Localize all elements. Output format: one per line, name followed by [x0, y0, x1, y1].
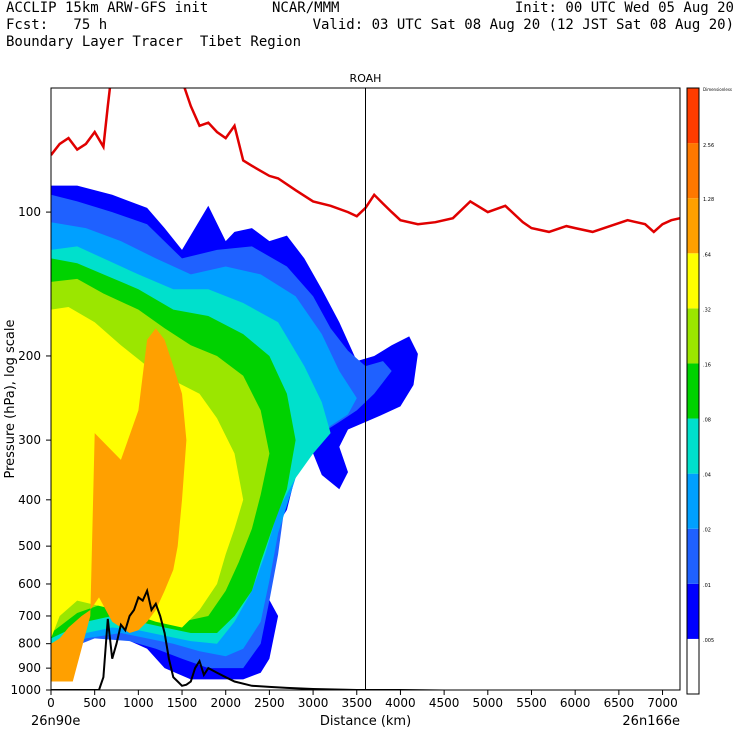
x-tick-label: 3000 — [298, 696, 329, 710]
colorbar-swatch — [687, 88, 699, 144]
colorbar-label: 1.28 — [703, 197, 714, 203]
colorbar-label: .64 — [703, 252, 711, 258]
header-left-line1: ACCLIP 15km ARW-GFS init — [6, 0, 209, 16]
colorbar-swatch — [687, 253, 699, 309]
y-tick-label: 1000 — [10, 683, 41, 697]
colorbar-swatch — [687, 473, 699, 529]
colorbar-swatch — [687, 363, 699, 419]
x-tick-label: 1500 — [167, 696, 198, 710]
colorbar-label: .32 — [703, 307, 711, 313]
y-tick-label: 100 — [18, 205, 41, 219]
colorbar-label: .02 — [703, 528, 711, 534]
colorbar-swatch — [687, 583, 699, 639]
x-tick-label: 3500 — [341, 696, 372, 710]
terrain-line — [51, 587, 488, 690]
header-left-line2: Fcst: 75 h — [6, 17, 108, 33]
x-tick-label: 1000 — [123, 696, 154, 710]
colorbar-label: .005 — [703, 638, 714, 644]
x-tick-label: 6000 — [560, 696, 591, 710]
chart-title: ROAH — [350, 72, 382, 85]
y-tick-label: 600 — [18, 577, 41, 591]
x-tick-label: 2500 — [254, 696, 285, 710]
tracer-field — [51, 185, 418, 682]
y-tick-label: 200 — [18, 349, 41, 363]
colorbar — [686, 87, 700, 695]
colorbar-frame — [686, 87, 700, 695]
plot-frame — [50, 87, 681, 691]
colorbar-swatch — [687, 528, 699, 584]
y-tick-label: 400 — [18, 493, 41, 507]
x-endpoint-left: 26n90e — [31, 714, 80, 729]
x-tick-label: 500 — [83, 696, 106, 710]
y-tick-label: 300 — [18, 433, 41, 447]
y-tick-label: 500 — [18, 539, 41, 553]
colorbar-swatch — [687, 143, 699, 199]
x-tick-label: 0 — [47, 696, 55, 710]
y-axis-label: Pressure (hPa), log scale — [3, 320, 18, 479]
colorbar-label: .16 — [703, 362, 711, 368]
colorbar-title: Dimensionless — [703, 87, 732, 92]
colorbar-swatch — [687, 418, 699, 474]
colorbar-label: 2.56 — [703, 143, 714, 149]
x-tick-label: 5500 — [516, 696, 547, 710]
x-tick-label: 4000 — [385, 696, 416, 710]
colorbar-label: .04 — [703, 473, 711, 479]
y-tick-label: 700 — [18, 609, 41, 623]
colorbar-swatch — [687, 638, 699, 694]
y-tick-label: 800 — [18, 637, 41, 651]
x-tick-label: 4500 — [429, 696, 460, 710]
header-right-line1: Init: 00 UTC Wed 05 Aug 20 — [514, 0, 734, 16]
header-center-line1: NCAR/MMM — [272, 0, 340, 16]
tropopause-line — [51, 88, 680, 234]
y-tick-label: 900 — [18, 661, 41, 675]
header-left-line3: Boundary Layer Tracer Tibet Region — [6, 34, 302, 50]
colorbar-label: .08 — [703, 418, 711, 424]
x-tick-label: 7000 — [647, 696, 678, 710]
x-tick-label: 6500 — [604, 696, 635, 710]
tracer-contour-level-8 — [51, 328, 187, 682]
x-axis-label: Distance (km) — [320, 714, 411, 729]
x-tick-label: 5000 — [473, 696, 504, 710]
colorbar-label: .01 — [703, 583, 711, 589]
header-right-line2: Valid: 03 UTC Sat 08 Aug 20 (12 JST Sat … — [312, 17, 734, 33]
x-tick-label: 2000 — [210, 696, 241, 710]
colorbar-swatch — [687, 198, 699, 254]
colorbar-swatch — [687, 308, 699, 364]
x-endpoint-right: 26n166e — [622, 714, 680, 729]
